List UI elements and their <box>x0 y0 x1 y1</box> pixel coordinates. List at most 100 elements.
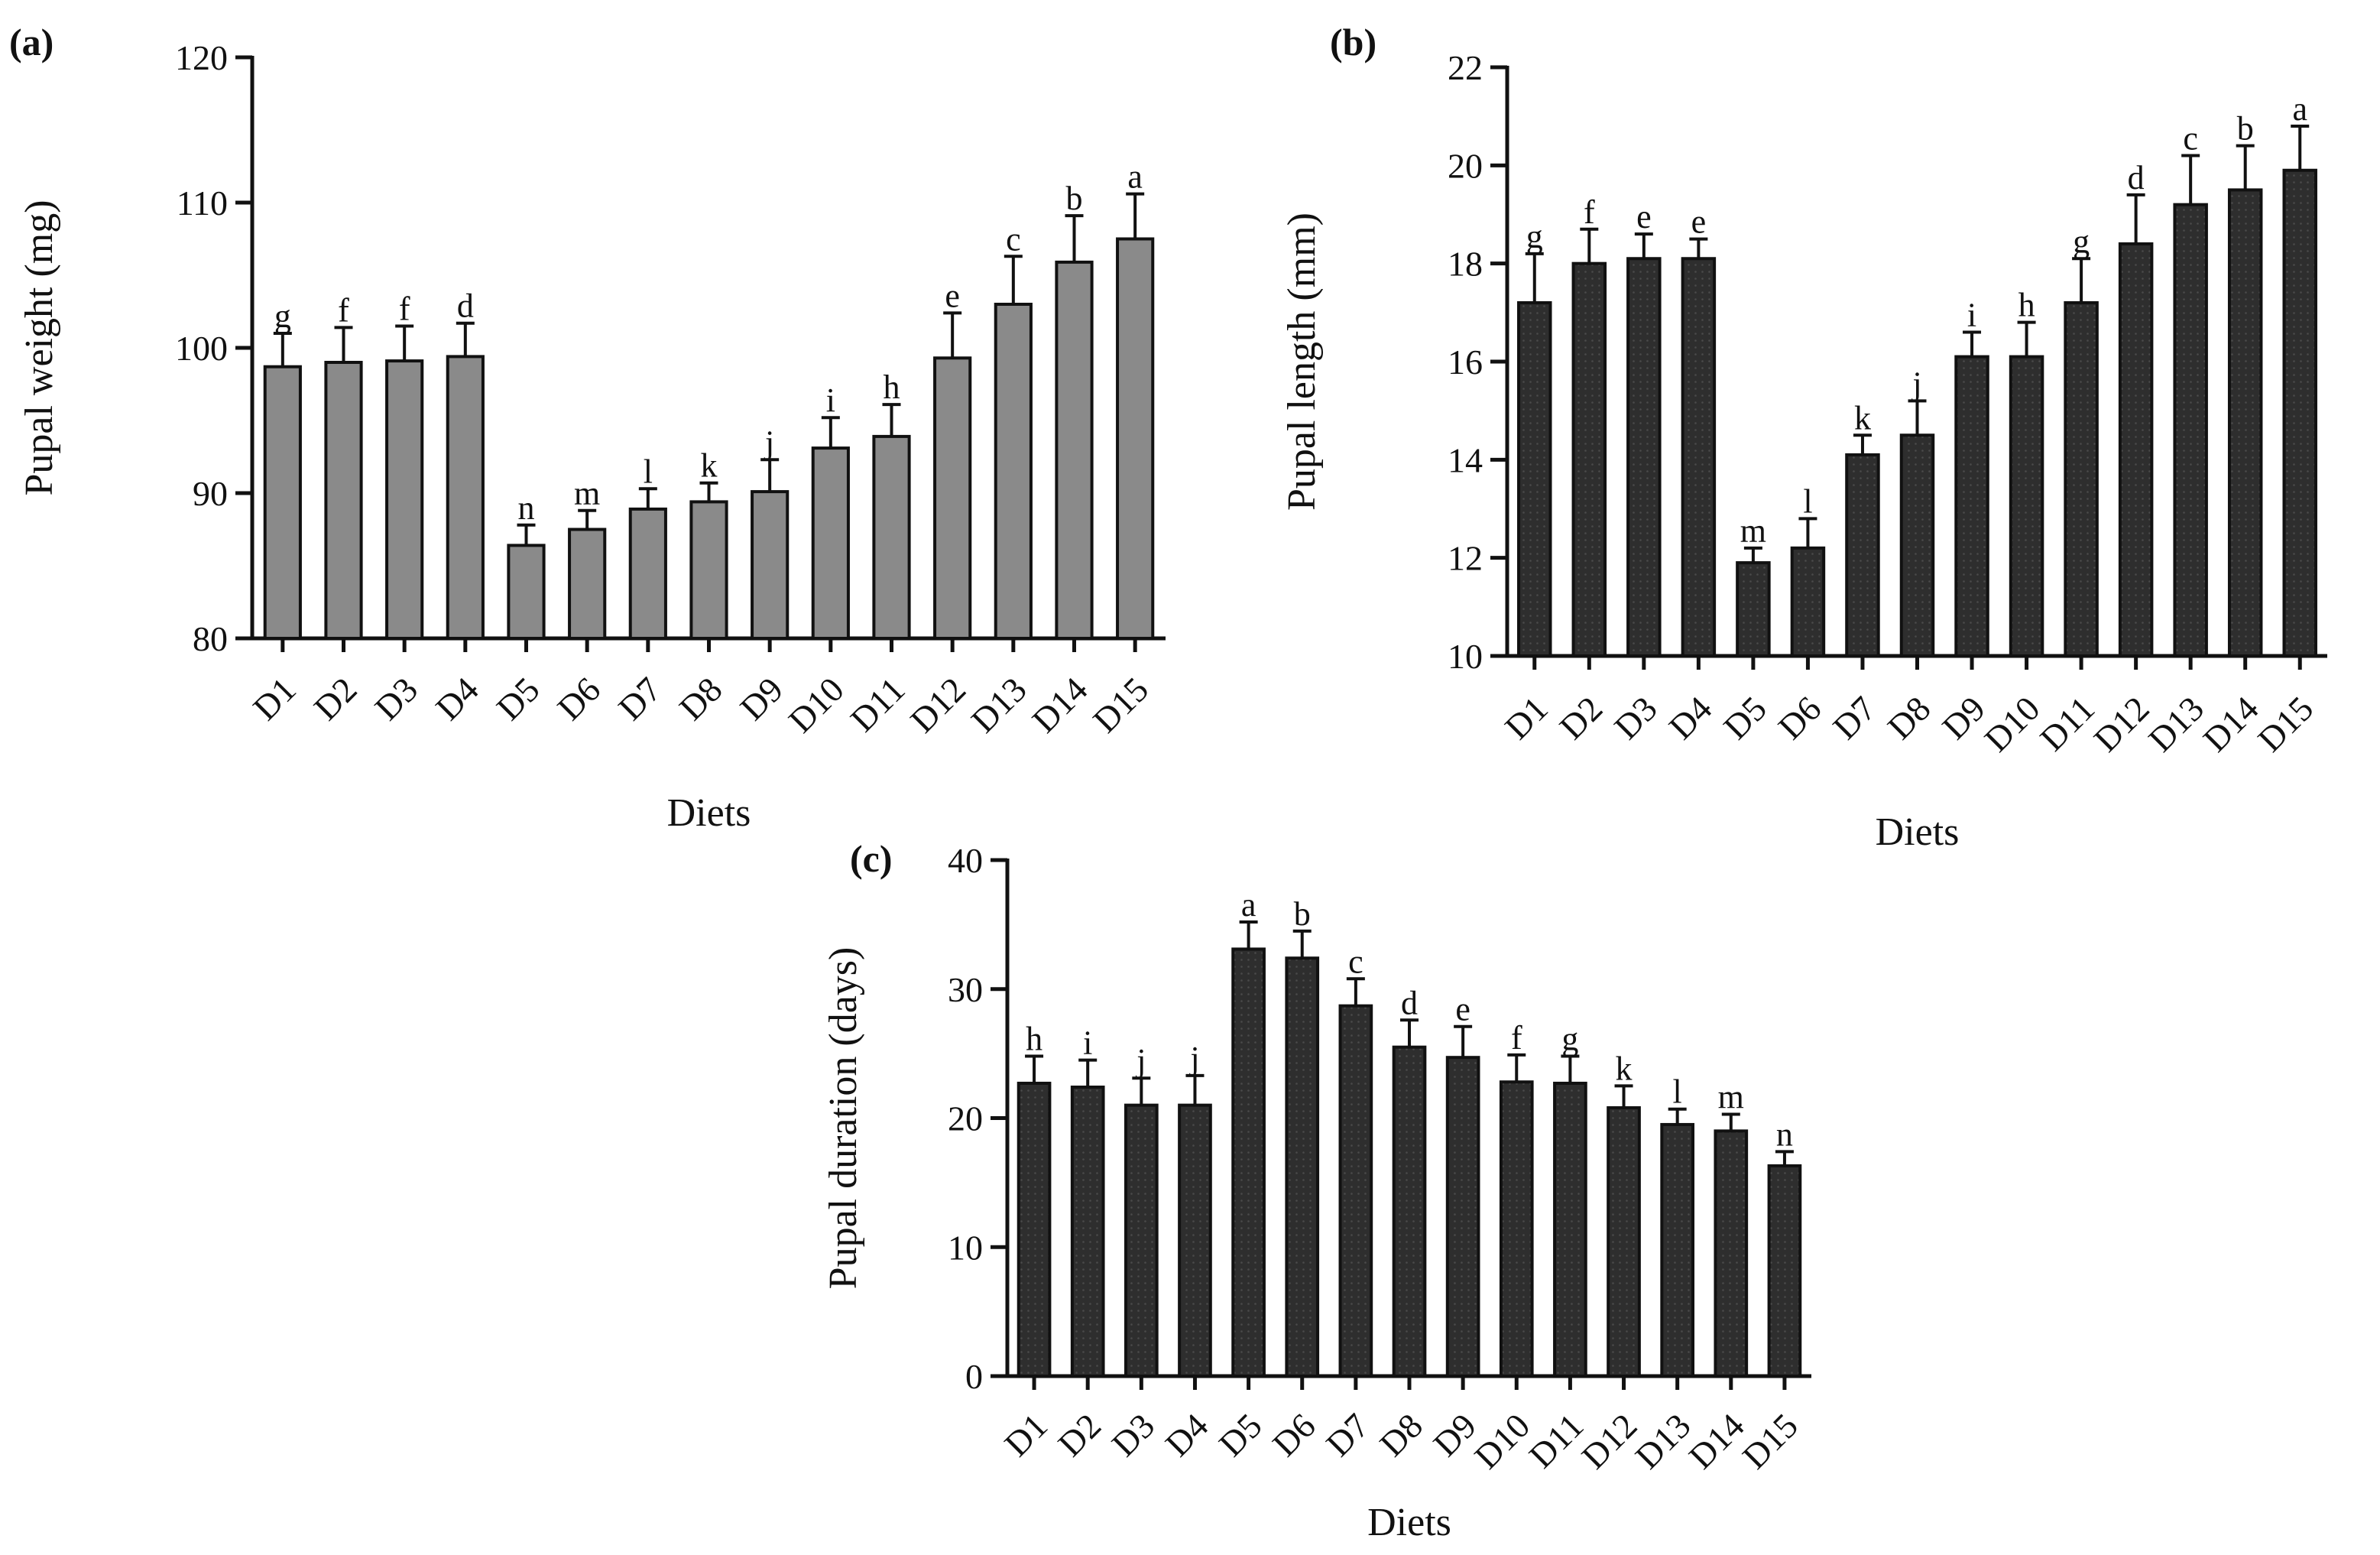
bar <box>1607 1106 1641 1378</box>
category-label: D11 <box>2032 689 2102 758</box>
category-label: D11 <box>1522 1406 1591 1475</box>
significance-label: e <box>1455 991 1470 1028</box>
bar <box>1517 301 1552 657</box>
significance-label: l <box>1803 482 1812 520</box>
bar <box>1017 1081 1052 1378</box>
category-label: D3 <box>367 670 425 728</box>
category-label: D6 <box>1771 689 1829 747</box>
y-tick-label: 14 <box>1448 440 1483 479</box>
bar <box>1571 261 1607 657</box>
y-tick-label: 90 <box>193 474 228 513</box>
y-tick-label: 80 <box>193 619 228 658</box>
category-label: D2 <box>306 670 365 728</box>
category-label: D4 <box>1158 1406 1216 1464</box>
chart-panel-3: (c) 0 10 20 30 40 Pupal duration (days) Diets h D… <box>822 837 1811 1544</box>
bar <box>1499 1080 1534 1378</box>
x-axis-title: Diets <box>1876 810 1960 854</box>
bar <box>1553 1081 1587 1378</box>
significance-label: b <box>2237 110 2254 148</box>
significance-label: g <box>2073 222 2090 260</box>
significance-label: n <box>518 489 535 527</box>
category-label: D15 <box>1735 1406 1805 1476</box>
significance-label: j <box>1911 365 1921 402</box>
significance-label: g <box>1526 218 1543 255</box>
bar <box>507 544 546 641</box>
category-label: D13 <box>1628 1406 1698 1476</box>
category-label: D7 <box>1825 689 1883 747</box>
bar <box>1767 1164 1802 1378</box>
category-label: D12 <box>903 670 973 740</box>
significance-label: a <box>2292 90 2307 128</box>
y-tick-label: 10 <box>948 1228 983 1267</box>
bar <box>933 356 972 640</box>
y-tick-label: 20 <box>1448 146 1483 185</box>
y-axis-title: Pupal weight (mg) <box>18 200 61 495</box>
bar <box>263 365 302 640</box>
significance-label: c <box>1348 943 1363 980</box>
bar <box>751 490 790 640</box>
bar <box>1660 1122 1695 1378</box>
significance-label: f <box>399 291 410 328</box>
significance-label: m <box>574 475 600 512</box>
bar <box>2173 203 2208 657</box>
category-label: D1 <box>245 670 303 728</box>
significance-label: h <box>2018 287 2035 324</box>
significance-label: h <box>884 368 900 406</box>
category-label: D14 <box>1681 1406 1752 1476</box>
bar <box>446 355 485 640</box>
significance-label: d <box>2128 159 2145 196</box>
significance-label: b <box>1066 180 1083 217</box>
bar <box>1445 1056 1480 1378</box>
significance-label: h <box>1026 1021 1042 1058</box>
bar <box>1285 956 1320 1378</box>
category-label: D3 <box>1104 1406 1162 1464</box>
category-label: D12 <box>1574 1406 1645 1476</box>
significance-label: j <box>764 424 774 461</box>
bar <box>994 303 1033 640</box>
bar <box>1231 947 1266 1378</box>
bar <box>1845 453 1880 658</box>
significance-label: a <box>1241 886 1256 924</box>
category-label: D11 <box>843 670 913 739</box>
category-label: D12 <box>2087 689 2157 759</box>
category-label: D10 <box>1467 1406 1537 1476</box>
bar <box>2282 168 2317 657</box>
significance-label: e <box>1636 198 1652 235</box>
category-label: D13 <box>2141 689 2211 759</box>
bar <box>628 507 667 641</box>
y-tick-label: 10 <box>1448 637 1483 676</box>
y-tick-label: 40 <box>948 841 983 880</box>
significance-label: a <box>1127 158 1143 196</box>
panel-label: (c) <box>850 837 893 880</box>
y-tick-label: 18 <box>1448 245 1483 284</box>
y-tick-label: 12 <box>1448 539 1483 578</box>
significance-label: m <box>1740 512 1766 550</box>
category-label: D5 <box>1716 689 1774 747</box>
significance-label: m <box>1718 1078 1744 1115</box>
category-label: D13 <box>964 670 1034 740</box>
y-tick-label: 22 <box>1448 48 1483 87</box>
y-axis-title: Pupal duration (days) <box>822 947 865 1290</box>
chart-panel-1: (a) 80 90 100 110 120 Pupal weight (mg) Diets g D… <box>9 21 1166 835</box>
bar <box>2227 188 2263 657</box>
significance-label: f <box>1511 1019 1522 1057</box>
bar <box>2064 301 2099 657</box>
category-label: D1 <box>997 1406 1055 1464</box>
bar <box>1681 257 1717 657</box>
category-label: D4 <box>1662 689 1720 747</box>
significance-label: i <box>1967 297 1976 334</box>
bar <box>1714 1129 1749 1378</box>
bar <box>1116 237 1155 640</box>
bar <box>1178 1103 1212 1378</box>
significance-label: b <box>1294 895 1311 933</box>
panel-label: (a) <box>9 21 54 63</box>
category-label: D7 <box>611 670 669 728</box>
significance-label: l <box>644 453 653 490</box>
bar <box>385 359 424 640</box>
y-tick-label: 20 <box>948 1099 983 1138</box>
significance-label: k <box>701 447 718 485</box>
significance-label: g <box>274 297 291 335</box>
x-axis-title: Diets <box>1367 1501 1451 1544</box>
bar <box>1954 355 1989 657</box>
category-label: D2 <box>1552 689 1610 747</box>
